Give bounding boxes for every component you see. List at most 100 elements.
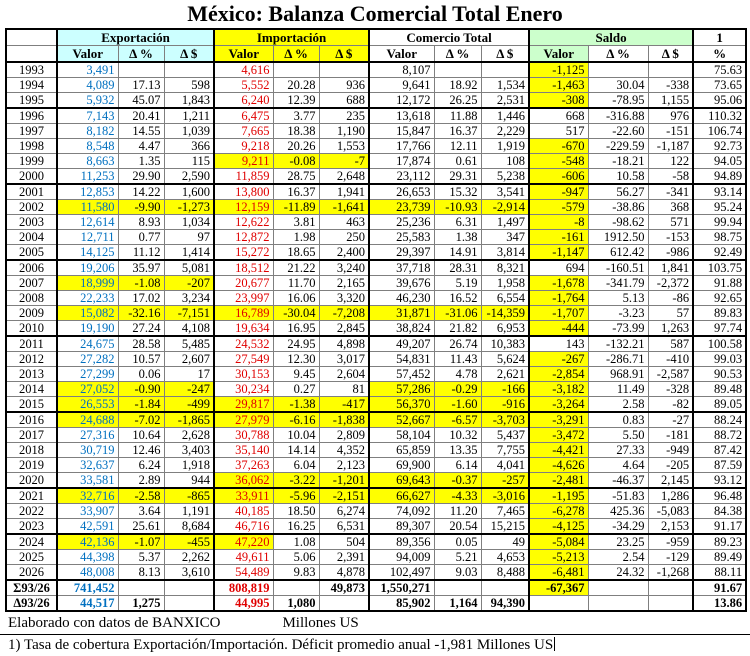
cell-exp-pct: 25.61 bbox=[117, 518, 165, 535]
cell-saldo-usd: -338 bbox=[647, 77, 695, 93]
cell-saldo-usd: 368 bbox=[647, 199, 695, 215]
cell-imp-valor: 35,140 bbox=[213, 442, 274, 458]
cell-imp-valor: 12,159 bbox=[213, 199, 274, 215]
cell-saldo-valor: 694 bbox=[528, 259, 589, 276]
cell-imp-valor: 44,995 bbox=[213, 595, 274, 612]
table-row: Δ93/26 44,517 1,275 44,995 1,080 85,902 1,164 9… bbox=[5, 595, 747, 612]
cell-exp-valor: 27,282 bbox=[56, 351, 119, 367]
cell-imp-valor: 15,272 bbox=[213, 244, 274, 261]
cell-imp-usd: -7 bbox=[318, 153, 371, 169]
cell-saldo-pct: 5.50 bbox=[587, 427, 649, 443]
cell-cobertura: 89.05 bbox=[692, 396, 747, 413]
table-row: 1994 4,089 17.13 598 5,552 20.28 936 9,641 18.92… bbox=[5, 77, 747, 93]
cell-imp-pct: 16.37 bbox=[272, 183, 320, 200]
cell-year: 2016 bbox=[5, 411, 58, 428]
cell-imp-usd: 3,320 bbox=[318, 290, 371, 306]
cell-imp-usd: 2,604 bbox=[318, 366, 371, 382]
cell-exp-usd: -1,865 bbox=[163, 411, 216, 428]
cell-cobertura: 103.75 bbox=[692, 259, 747, 276]
cell-exp-valor: 3,491 bbox=[56, 61, 119, 78]
cell-exp-pct: 6.24 bbox=[117, 457, 165, 473]
cell-ct-valor: 94,009 bbox=[368, 549, 435, 565]
cell-cobertura: 93.12 bbox=[692, 472, 747, 489]
cell-saldo-pct bbox=[587, 595, 649, 612]
cell-exp-pct: 17.02 bbox=[117, 290, 165, 306]
cell-saldo-usd: 1,841 bbox=[647, 259, 695, 276]
cell-ct-usd: 1,446 bbox=[480, 107, 531, 124]
table-row: 2004 12,711 0.77 97 12,872 1.98 250 25,583 1.38 3… bbox=[5, 229, 747, 245]
table-row: 2018 30,719 12.46 3,403 35,140 14.14 4,352 65,8… bbox=[5, 442, 747, 458]
cell-imp-usd: 2,648 bbox=[318, 168, 371, 185]
cell-saldo-valor: -267 bbox=[528, 351, 589, 367]
cell-ct-usd: 5,238 bbox=[480, 168, 531, 185]
cell-imp-pct: 10.04 bbox=[272, 427, 320, 443]
cell-ct-valor: 46,230 bbox=[368, 290, 435, 306]
cell-saldo-pct: -160.51 bbox=[587, 259, 649, 276]
cell-exp-usd bbox=[163, 579, 216, 596]
cell-saldo-pct: 27.33 bbox=[587, 442, 649, 458]
cell-exp-valor: 27,299 bbox=[56, 366, 119, 382]
cell-saldo-pct bbox=[587, 579, 649, 596]
cell-imp-pct: 3.77 bbox=[272, 107, 320, 124]
cell-imp-usd: 4,898 bbox=[318, 335, 371, 352]
cell-exp-valor: 14,125 bbox=[56, 244, 119, 261]
cell-ct-pct bbox=[433, 61, 482, 78]
cell-ct-usd: 7,755 bbox=[480, 442, 531, 458]
cell-year: 2015 bbox=[5, 396, 58, 413]
cell-exp-valor: 5,932 bbox=[56, 92, 119, 109]
cell-imp-valor: 49,611 bbox=[213, 549, 274, 565]
cell-cobertura: 97.74 bbox=[692, 320, 747, 337]
cell-cobertura: 87.59 bbox=[692, 457, 747, 473]
cell-ct-pct: -1.60 bbox=[433, 396, 482, 413]
cell-imp-valor: 40,185 bbox=[213, 503, 274, 519]
cell-year: 2001 bbox=[5, 183, 58, 200]
table-row: 1995 5,932 45.07 1,843 6,240 12.39 688 12,172 26… bbox=[5, 92, 747, 109]
cell-exp-usd: 1,039 bbox=[163, 123, 216, 139]
cell-year: 2021 bbox=[5, 487, 58, 504]
cell-saldo-pct: -3.23 bbox=[587, 305, 649, 321]
cell-exp-pct: 10.64 bbox=[117, 427, 165, 443]
cell-ct-valor: 52,667 bbox=[368, 411, 435, 428]
cell-ct-usd: -257 bbox=[480, 472, 531, 489]
cell-imp-usd: 936 bbox=[318, 77, 371, 93]
cell-saldo-usd: -86 bbox=[647, 290, 695, 306]
footnote-text[interactable]: 1) Tasa de cobertura Exportación/Importa… bbox=[0, 634, 750, 656]
cell-exp-pct: 10.57 bbox=[117, 351, 165, 367]
saldo-valor-header: Valor bbox=[528, 45, 589, 63]
cell-saldo-pct: 56.27 bbox=[587, 183, 649, 200]
cell-ct-pct: 16.52 bbox=[433, 290, 482, 306]
cell-exp-pct: 14.22 bbox=[117, 183, 165, 200]
cell-imp-usd: -7,208 bbox=[318, 305, 371, 321]
cell-ct-valor: 17,874 bbox=[368, 153, 435, 169]
cell-imp-pct: 16.95 bbox=[272, 320, 320, 337]
cell-exp-usd: 3,610 bbox=[163, 564, 216, 581]
cell-exp-valor: 27,052 bbox=[56, 381, 119, 397]
table-row: 2006 19,206 35.97 5,081 18,512 21.22 3,240 37,7… bbox=[5, 259, 747, 276]
cell-ct-usd bbox=[480, 579, 531, 596]
cell-saldo-usd: -129 bbox=[647, 549, 695, 565]
cell-imp-pct: -0.08 bbox=[272, 153, 320, 169]
cell-imp-pct: 18.38 bbox=[272, 123, 320, 139]
cell-ct-pct: 1.38 bbox=[433, 229, 482, 245]
group-header-importacion: Importación bbox=[213, 28, 371, 46]
cell-imp-pct bbox=[272, 61, 320, 78]
cell-ct-usd: 1,919 bbox=[480, 138, 531, 154]
table-row: 2022 33,907 3.64 1,191 40,185 18.50 6,274 74,09… bbox=[5, 503, 747, 519]
cell-cobertura: 98.75 bbox=[692, 229, 747, 245]
cell-exp-valor: 8,663 bbox=[56, 153, 119, 169]
cell-cobertura: 91.17 bbox=[692, 518, 747, 535]
cell-exp-pct: 0.06 bbox=[117, 366, 165, 382]
cell-saldo-valor: -3,182 bbox=[528, 381, 589, 397]
cell-imp-valor: 12,622 bbox=[213, 214, 274, 230]
cell-exp-valor: 22,233 bbox=[56, 290, 119, 306]
table-row: 2024 42,136 -1.07 -455 47,220 1.08 504 89,356 0.… bbox=[5, 533, 747, 550]
cell-saldo-valor: -1,195 bbox=[528, 487, 589, 504]
cell-imp-pct: 0.27 bbox=[272, 381, 320, 397]
cell-exp-valor: 11,253 bbox=[56, 168, 119, 185]
cell-year: 2004 bbox=[5, 229, 58, 245]
cell-saldo-pct: -229.59 bbox=[587, 138, 649, 154]
cell-exp-pct: -32.16 bbox=[117, 305, 165, 321]
cell-imp-valor: 13,800 bbox=[213, 183, 274, 200]
cell-exp-pct: 45.07 bbox=[117, 92, 165, 109]
cell-ct-valor: 89,356 bbox=[368, 533, 435, 550]
